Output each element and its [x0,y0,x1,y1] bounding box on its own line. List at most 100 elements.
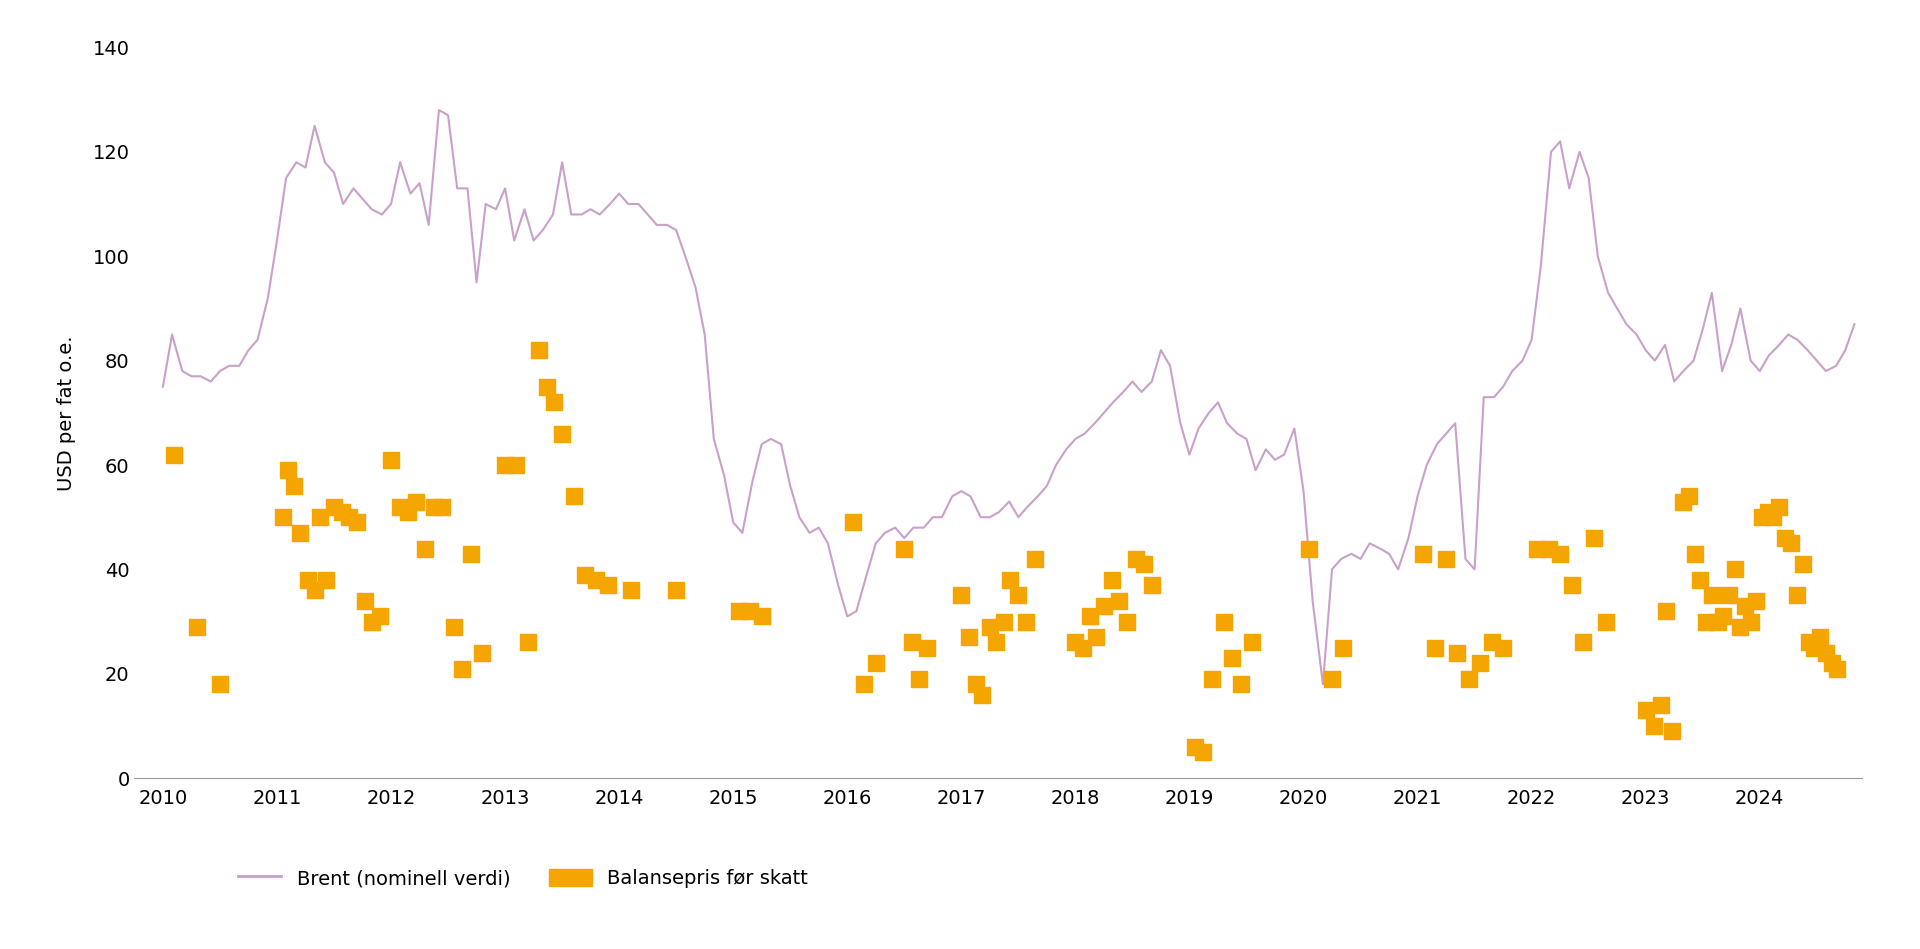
Point [904,672,935,687]
Point [660,583,691,598]
Point [419,499,449,514]
Point [1816,656,1847,671]
Point [1718,562,1749,577]
Point [981,635,1012,650]
Point [593,577,624,592]
Point [889,541,920,556]
Point [305,510,336,525]
Point [426,499,457,514]
Point [1089,599,1119,614]
Point [1488,641,1519,656]
Point [912,641,943,656]
Point [995,572,1025,587]
Point [1638,718,1668,734]
Point [1215,651,1246,666]
Point [1651,604,1682,619]
Point [278,478,309,493]
Point [159,447,190,462]
Point [1236,635,1267,650]
Point [311,572,342,587]
Point [1081,630,1112,645]
Point [1465,656,1496,671]
Point [1668,494,1699,510]
Point [540,395,570,410]
Point [1736,614,1766,629]
Point [989,614,1020,629]
Point [1822,661,1853,677]
Point [1430,551,1461,567]
Point [1546,547,1576,562]
Point [1686,572,1716,587]
Point [1645,698,1676,713]
Point [1713,588,1743,604]
Point [947,588,977,604]
Point [319,499,349,514]
Point [1225,677,1256,692]
Point [1060,635,1091,650]
Point [747,609,778,624]
Point [1630,703,1661,718]
Point [513,635,543,650]
Point [182,620,213,635]
Point [467,645,497,661]
Point [365,609,396,624]
Point [1523,541,1553,556]
Point [837,515,868,530]
Point [1407,547,1438,562]
Point [1129,556,1160,571]
Point [1567,635,1597,650]
Point [1782,588,1812,604]
Point [1534,541,1565,556]
Point [394,505,424,520]
Point [1012,614,1043,629]
Point [1724,620,1755,635]
Point [445,661,476,677]
Point [735,604,766,619]
Point [1788,556,1818,571]
Y-axis label: USD per fat o.e.: USD per fat o.e. [58,335,77,491]
Point [532,380,563,395]
Point [1759,510,1789,525]
Point [409,541,440,556]
Point [401,494,432,510]
Point [1776,536,1807,551]
Point [376,453,407,468]
Point [1020,551,1050,567]
Point [1329,641,1359,656]
Point [1179,739,1210,754]
Point [897,635,927,650]
Point [349,593,380,608]
Point [1692,614,1722,629]
Point [1747,510,1778,525]
Point [326,505,357,520]
Point [300,583,330,598]
Point [1002,588,1033,604]
Point [1188,745,1219,760]
Point [1753,505,1784,520]
Point [1674,489,1705,504]
Point [724,604,755,619]
Point [1764,499,1795,514]
Point [455,547,486,562]
Point [1208,614,1238,629]
Point [1068,641,1098,656]
Point [1121,551,1152,567]
Point [1294,541,1325,556]
Point [1657,724,1688,739]
Point [1811,645,1841,661]
Point [1709,609,1740,624]
Legend: Brent (nominell verdi), Balansepris før skatt: Brent (nominell verdi), Balansepris før … [230,861,816,896]
Point [273,463,303,478]
Point [342,515,372,530]
Point [1730,599,1761,614]
Point [1476,635,1507,650]
Point [547,426,578,441]
Point [284,526,315,541]
Point [860,656,891,671]
Point [1793,635,1824,650]
Point [384,499,415,514]
Point [975,620,1006,635]
Point [1799,641,1830,656]
Point [1697,588,1728,604]
Point [1096,572,1127,587]
